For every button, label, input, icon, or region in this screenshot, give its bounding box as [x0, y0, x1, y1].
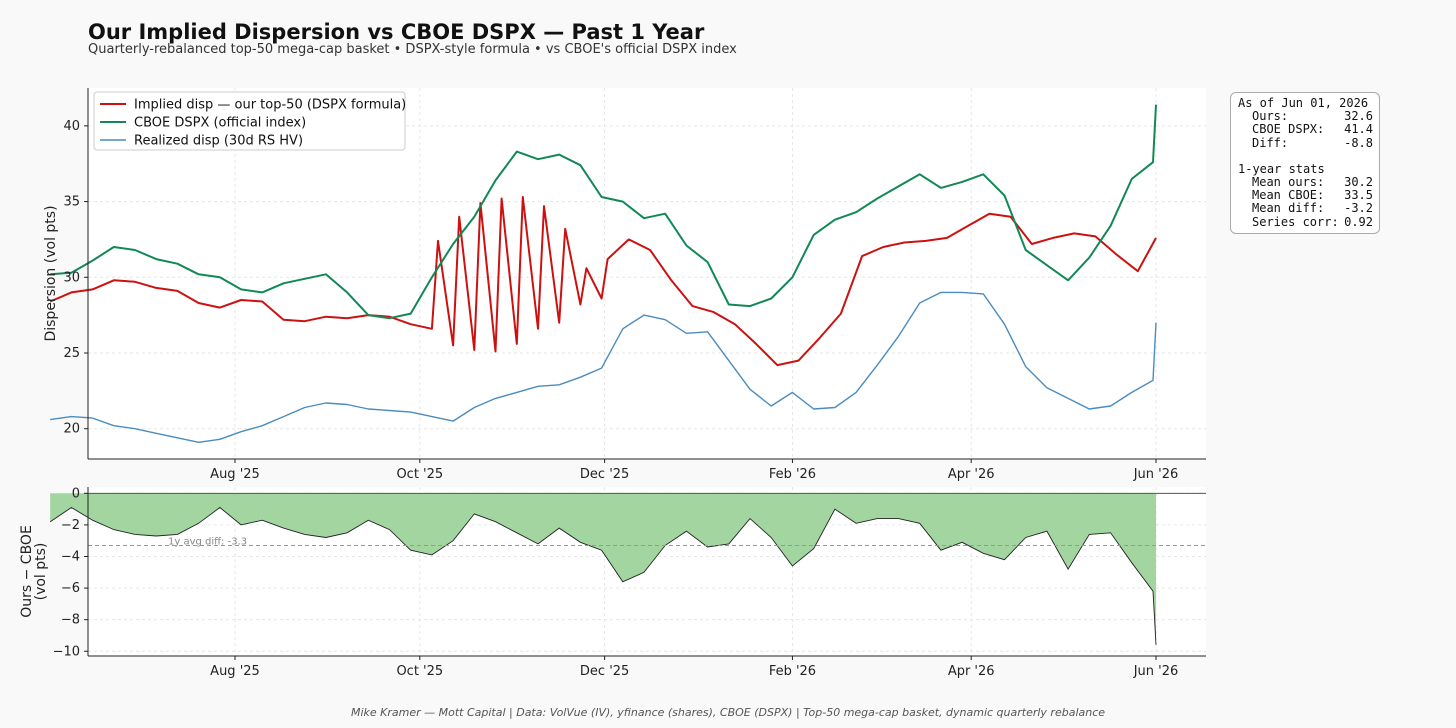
- stats-corr-value: 0.92: [1344, 214, 1373, 229]
- legend-box: [93, 91, 406, 151]
- top-x-tick-label: Jun '26: [1133, 467, 1179, 482]
- bottom-y-tick-label: −2: [61, 518, 80, 533]
- stats-diff-label: Diff:: [1252, 135, 1289, 150]
- top-y-tick-label: 20: [63, 422, 80, 437]
- stats-mean-ours-label: Mean ours:: [1252, 175, 1325, 190]
- bottom-x-tick-label: Dec '25: [580, 664, 629, 679]
- bottom-y-tick-label: −4: [61, 549, 80, 564]
- legend: Implied disp — our top-50 (DSPX formula)…: [93, 91, 406, 151]
- stats-mean-ours-value: 30.2: [1344, 175, 1373, 190]
- stats-row-mean-cboe: Mean CBOE: 33.5: [1238, 189, 1373, 202]
- bottom-x-tick-label: Oct '25: [396, 664, 443, 679]
- stats-spacer: [1238, 150, 1373, 163]
- legend-label-1: Implied disp — our top-50 (DSPX formula): [134, 98, 406, 113]
- bottom-x-tick-label: Feb '26: [769, 664, 816, 679]
- stats-row-ours: Ours: 32.6: [1238, 110, 1373, 123]
- top-x-tick-label: Oct '25: [396, 467, 443, 482]
- stats-ours-value: 32.6: [1344, 109, 1373, 124]
- stats-cboe-label: CBOE DSPX:: [1252, 122, 1325, 137]
- top-x-tick-label: Feb '26: [769, 467, 816, 482]
- top-y-tick-label: 40: [63, 119, 80, 134]
- stats-row-corr: Series corr: 0.92: [1238, 214, 1373, 229]
- diff-area-fill: [50, 493, 1157, 645]
- stats-box: As of Jun 01, 2026 Ours: 32.6 CBOE DSPX:…: [1230, 92, 1380, 234]
- top-y-tick-label: 25: [63, 346, 80, 361]
- diff-line: [49, 506, 1157, 645]
- top-y-tick-label: 30: [63, 270, 80, 285]
- bottom-x-tick-label: Apr '26: [948, 664, 995, 679]
- top-y-tick-label: 35: [63, 195, 80, 210]
- stats-as-of: As of Jun 01, 2026: [1238, 96, 1369, 110]
- avg-diff-annotation: 1y avg diff: -3.3: [168, 536, 247, 547]
- chart-footer: Mike Kramer — Mott Capital | Data: VolVu…: [350, 706, 1106, 719]
- chart-subtitle: Quarterly-rebalanced top-50 mega-cap bas…: [88, 42, 737, 57]
- top-x-tick-label: Dec '25: [580, 467, 629, 482]
- stats-ours-label: Ours:: [1252, 109, 1289, 124]
- stats-row-mean-diff: Mean diff: -3.2: [1238, 202, 1373, 215]
- bottom-y-tick-label: −8: [61, 613, 80, 628]
- stats-mean-cboe-label: Mean CBOE:: [1252, 188, 1325, 203]
- bottom-y-tick-label: −10: [53, 644, 80, 659]
- chart-title: Our Implied Dispersion vs CBOE DSPX — Pa…: [88, 20, 705, 44]
- stats-row-mean-ours: Mean ours: 30.2: [1238, 175, 1373, 190]
- bottom-x-tick-label: Aug '25: [210, 664, 260, 679]
- top-y-axis-title: Dispersion (vol pts): [43, 205, 59, 341]
- legend-label-3: Realized disp (30d RS HV): [134, 134, 303, 149]
- bottom-y-axis-title: Ours − CBOE: [19, 525, 35, 618]
- series-line-1: [49, 196, 1157, 367]
- stats-corr-label: Series corr:: [1252, 214, 1339, 229]
- stats-row-diff: Diff: -8.8: [1238, 135, 1373, 150]
- stats-mean-cboe-value: 33.5: [1344, 188, 1373, 203]
- legend-label-2: CBOE DSPX (official index): [134, 116, 306, 131]
- stats-mean-diff-value: -3.2: [1344, 201, 1373, 216]
- series-line-2: [50, 104, 1157, 320]
- bottom-x-tick-label: Jun '26: [1133, 664, 1179, 679]
- bottom-y-axis-unit: (vol pts): [33, 543, 49, 601]
- stats-diff-value: -8.8: [1344, 135, 1373, 150]
- top-x-tick-label: Aug '25: [210, 467, 260, 482]
- top-x-tick-label: Apr '26: [948, 467, 995, 482]
- bottom-y-tick-label: 0: [72, 486, 80, 501]
- stats-title: 1-year stats: [1238, 161, 1325, 176]
- stats-cboe-value: 41.4: [1344, 122, 1373, 137]
- bottom-y-tick-label: −6: [61, 581, 80, 596]
- stats-mean-diff-label: Mean diff:: [1252, 201, 1325, 216]
- stats-row-cboe: CBOE DSPX: 41.4: [1238, 123, 1373, 136]
- series-line-3: [50, 291, 1157, 443]
